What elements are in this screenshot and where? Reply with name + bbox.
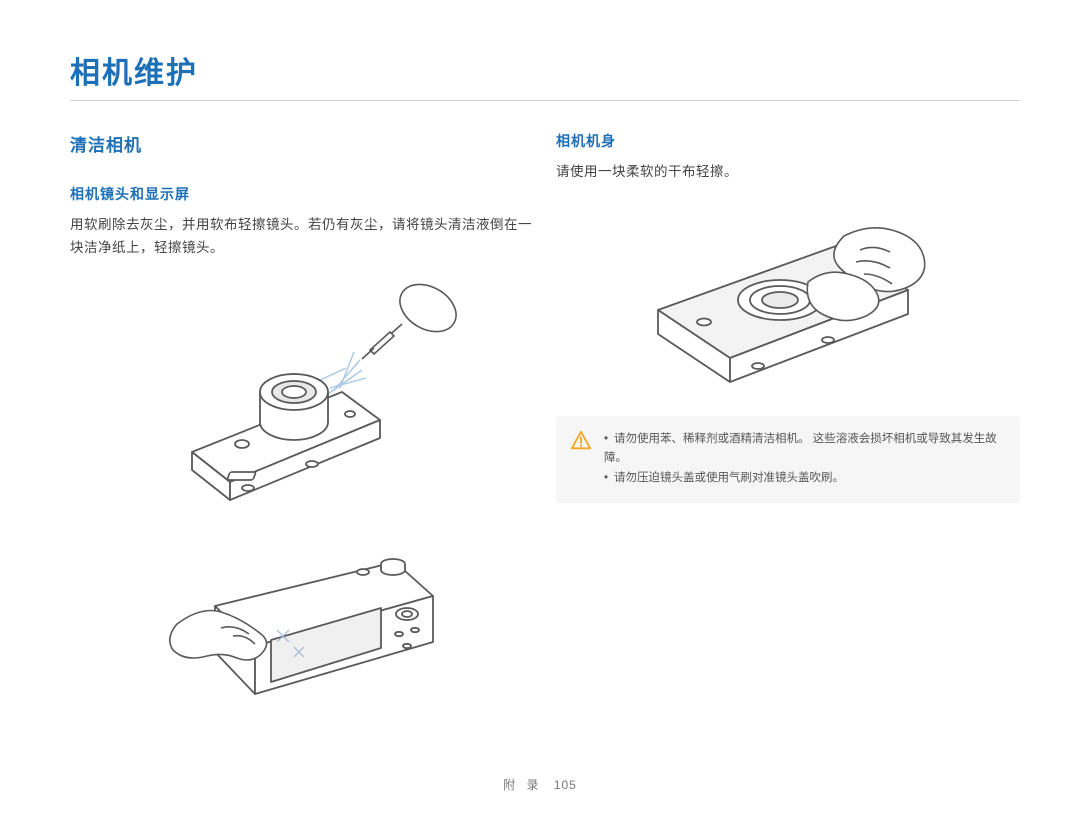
sub-heading-lens-display: 相机镜头和显示屏 bbox=[70, 184, 534, 204]
warning-list: 请勿使用苯、稀释剂或酒精清洁相机。 这些溶液会损坏相机或导致其发生故障。 请勿压… bbox=[604, 430, 1004, 489]
lens-display-instructions: 用软刷除去灰尘，并用软布轻擦镜头。若仍有灰尘，请将镜头清洁液倒在一块洁净纸上，轻… bbox=[70, 214, 534, 260]
horizontal-rule bbox=[70, 100, 1020, 101]
page-footer: 附 录 105 bbox=[0, 776, 1080, 793]
illustration-wipe-body bbox=[556, 198, 1020, 398]
left-column: 清洁相机 相机镜头和显示屏 用软刷除去灰尘，并用软布轻擦镜头。若仍有灰尘，请将镜… bbox=[70, 131, 534, 722]
warning-callout: 请勿使用苯、稀释剂或酒精清洁相机。 这些溶液会损坏相机或导致其发生故障。 请勿压… bbox=[556, 416, 1020, 503]
warning-item: 请勿使用苯、稀释剂或酒精清洁相机。 这些溶液会损坏相机或导致其发生故障。 bbox=[604, 430, 1004, 469]
manual-page: 相机维护 清洁相机 相机镜头和显示屏 用软刷除去灰尘，并用软布轻擦镜头。若仍有灰… bbox=[0, 0, 1080, 815]
body-instructions: 请使用一块柔软的干布轻擦。 bbox=[556, 161, 1020, 184]
section-heading-clean: 清洁相机 bbox=[70, 131, 534, 156]
page-title: 相机维护 bbox=[70, 48, 1020, 92]
page-number: 105 bbox=[554, 778, 577, 792]
sub-heading-body: 相机机身 bbox=[556, 131, 1020, 151]
warning-icon bbox=[570, 430, 592, 489]
footer-label: 附 录 bbox=[503, 778, 542, 792]
illustration-wipe-screen bbox=[70, 518, 534, 708]
illustration-blower bbox=[70, 274, 534, 504]
warning-item: 请勿压迫镜头盖或使用气刷对准镜头盖吹刷。 bbox=[604, 469, 1004, 489]
content-columns: 清洁相机 相机镜头和显示屏 用软刷除去灰尘，并用软布轻擦镜头。若仍有灰尘，请将镜… bbox=[70, 131, 1020, 722]
right-column: 相机机身 请使用一块柔软的干布轻擦。 bbox=[556, 131, 1020, 722]
